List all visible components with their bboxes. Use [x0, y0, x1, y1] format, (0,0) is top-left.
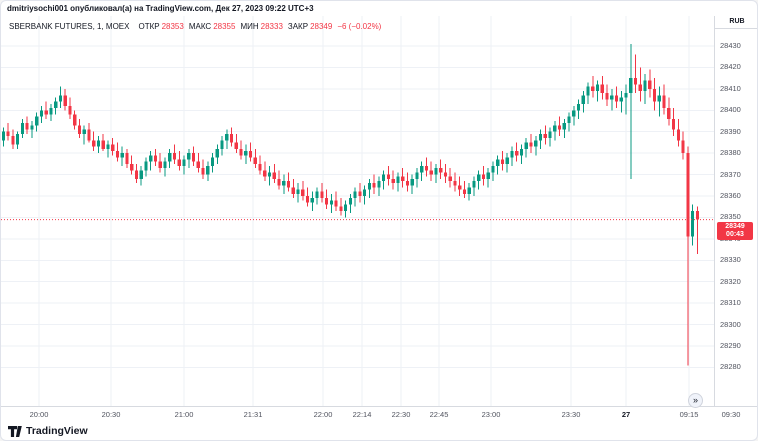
price-tick-label: 28420: [720, 62, 741, 72]
legend-field-value: 28333: [260, 22, 283, 31]
legend-field-label: ЗАКР: [287, 22, 309, 31]
time-tick-label: 21:31: [243, 410, 263, 419]
vertical-gridlines: [38, 16, 690, 406]
legend-field-value: 28353: [161, 22, 184, 31]
tradingview-logo-text: TradingView: [26, 425, 88, 437]
time-tick-label: 23:00: [481, 410, 501, 419]
currency-label: RUB: [715, 16, 757, 29]
candlestick-chart[interactable]: [1, 16, 714, 406]
time-tick-label: 09:30: [721, 410, 741, 419]
time-tick-label: 23:30: [561, 410, 581, 419]
bar-countdown: 00:43: [726, 230, 744, 238]
tradingview-logo[interactable]: TradingView: [8, 425, 88, 437]
price-tick-label: 28360: [720, 191, 741, 200]
last-price-badge: 28349 00:43: [717, 221, 753, 240]
price-tick-label: 28390: [720, 126, 741, 136]
price-tick-label: 28400: [720, 105, 741, 115]
price-tick-label: 28310: [720, 298, 741, 308]
time-tick-label: 22:14: [352, 410, 372, 419]
publish-header: dmitriysochi001 опубликовал(а) на Tradin…: [7, 4, 314, 13]
last-price-value: 28349: [725, 222, 745, 230]
price-tick-label: 28430: [720, 41, 741, 50]
time-tick-label: 20:00: [29, 410, 49, 419]
price-tick-label: 28330: [720, 255, 741, 265]
time-tick-label: 27: [621, 410, 631, 419]
time-tick-label: 21:00: [174, 410, 194, 419]
horizontal-gridlines: [1, 45, 714, 368]
legend-field-value: 28349: [310, 22, 333, 31]
ohlc-values: ОТКР 28353 МАКС 28355 МИН 28333 ЗАКР 28349: [133, 22, 332, 31]
price-tick-label: 28380: [720, 148, 741, 158]
time-tick-label: 22:30: [391, 410, 411, 419]
symbol-title[interactable]: SBERBANK FUTURES, 1, MOEX: [9, 22, 130, 31]
go-to-realtime-button[interactable]: »: [688, 393, 703, 408]
chart-legend[interactable]: SBERBANK FUTURES, 1, MOEX ОТКР 28353 МАКС 28…: [9, 22, 381, 31]
change-value: −6 (−0.02%): [337, 22, 382, 31]
price-tick-label: 28350: [720, 212, 741, 222]
price-tick-label: 28290: [720, 341, 741, 350]
time-axis[interactable]: 20:00 20:30 21:00 21:31 22:00 22:14 22:30 22:45…: [1, 406, 757, 422]
time-tick-label: 20:30: [101, 410, 121, 419]
price-tick-label: 28280: [720, 362, 741, 372]
candles: [1, 43, 699, 366]
price-axis[interactable]: RUB 28349 00:43 28430 28420 28410 28400 2839…: [714, 16, 757, 406]
time-tick-label: 22:00: [313, 410, 333, 419]
tradingview-logo-icon: [8, 425, 22, 437]
legend-field-label: МИН: [240, 22, 259, 31]
price-tick-label: 28410: [720, 83, 741, 93]
legend-field-label: ОТКР: [138, 22, 160, 31]
legend-field-label: МАКС: [188, 22, 212, 31]
price-tick-label: 28300: [720, 319, 741, 329]
time-tick-label: 22:45: [429, 410, 449, 419]
time-tick-label: 09:15: [679, 410, 699, 419]
price-tick-label: 28320: [720, 276, 741, 286]
price-tick-label: 28370: [720, 169, 741, 179]
legend-field-value: 28355: [213, 22, 236, 31]
